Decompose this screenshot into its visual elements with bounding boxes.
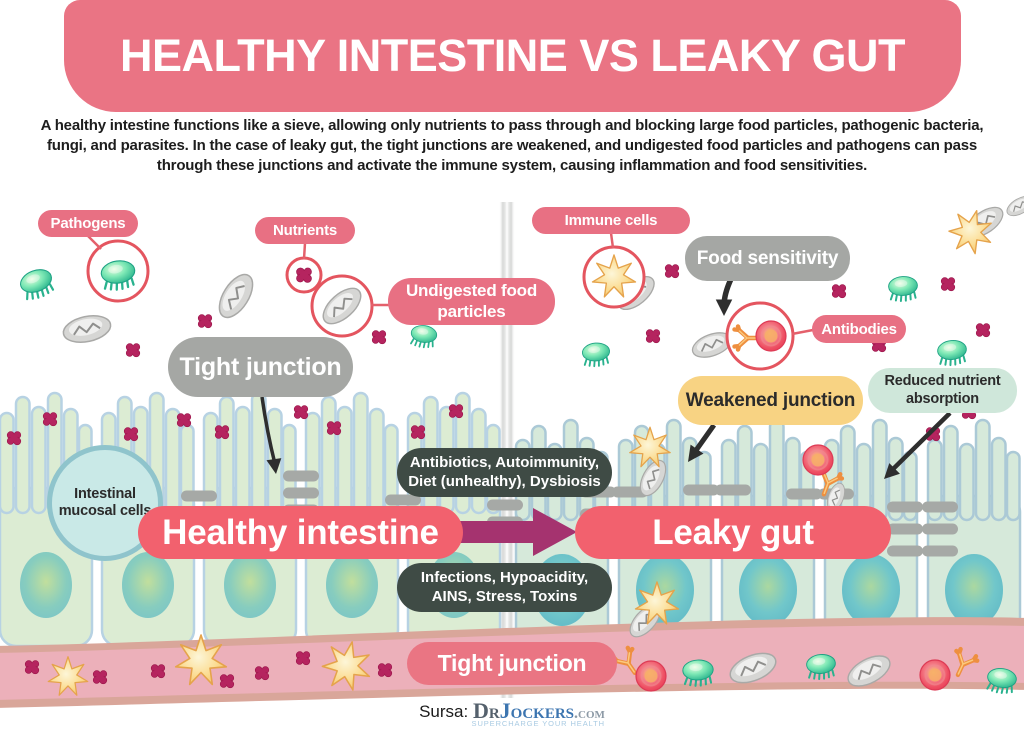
nutrient-icon xyxy=(295,651,311,666)
nutrient-icon xyxy=(219,674,235,689)
nutrient-icon xyxy=(6,431,22,446)
leaky-gut-banner: Leaky gut xyxy=(575,506,891,559)
label-weakened-junction: Weakened junction xyxy=(678,376,863,425)
label-tight-junction-top: Tight junction xyxy=(168,337,353,397)
nutrient-icon xyxy=(975,323,991,338)
label-pathogens: Pathogens xyxy=(38,210,138,237)
red-blood-cell-icon xyxy=(802,444,834,476)
nutrient-icon xyxy=(123,427,139,442)
nutrient-icon xyxy=(176,413,192,428)
label-reduced-nutrient-absorption: Reduced nutrient absorption xyxy=(868,368,1017,413)
red-blood-cell-icon xyxy=(755,320,787,352)
brand-logo: DrJockers.com SUPERCHARGE YOUR HEALTH xyxy=(472,698,605,728)
label-immune-cells: Immune cells xyxy=(532,207,690,234)
bacterium-icon xyxy=(16,264,58,304)
nutrient-icon xyxy=(664,264,680,279)
label-nutrients: Nutrients xyxy=(255,217,355,244)
nutrient-icon xyxy=(371,330,387,345)
brand-jockers: Jockers xyxy=(499,698,575,723)
intro-text: A healthy intestine functions like a sie… xyxy=(40,117,984,174)
nutrient-icon xyxy=(410,425,426,440)
brand-tagline: SUPERCHARGE YOUR HEALTH xyxy=(471,719,605,728)
label-undigested-food-particles: Undigested food particles xyxy=(388,278,555,325)
nutrient-icon xyxy=(24,660,40,675)
nutrient-icon xyxy=(42,412,58,427)
causes-box-top: Antibiotics, Autoimmunity, Diet (unhealt… xyxy=(397,448,612,497)
bacterium-icon xyxy=(935,338,969,368)
brand-tld: .com xyxy=(574,705,605,722)
food-particle-icon xyxy=(59,310,115,348)
nutrient-icon xyxy=(645,329,661,344)
nutrient-icon xyxy=(293,405,309,420)
nutrient-icon xyxy=(254,666,270,681)
bacterium-icon xyxy=(580,340,612,369)
red-blood-cell-icon xyxy=(635,660,667,692)
nutrient-icon xyxy=(940,277,956,292)
causes-box-bottom: Infections, Hypoacidity, AINS, Stress, T… xyxy=(397,563,612,612)
transition-arrow xyxy=(455,508,577,556)
label-antibodies: Antibodies xyxy=(812,315,906,343)
nutrient-icon xyxy=(214,425,230,440)
label-tight-junction-bottom: Tight junction xyxy=(407,642,617,685)
nutrient-icon xyxy=(326,421,342,436)
food-particle-icon xyxy=(211,268,261,324)
brand-dr: Dr xyxy=(472,698,500,723)
label-food-sensitivity: Food sensitivity xyxy=(685,236,850,281)
nutrient-icon xyxy=(296,267,312,283)
nutrient-icon xyxy=(831,284,847,299)
nutrient-icon xyxy=(197,314,213,329)
page-title: HEALTHY INTESTINE VS LEAKY GUT xyxy=(119,30,906,81)
source-line: Sursa: DrJockers.com SUPERCHARGE YOUR HE… xyxy=(0,698,1024,728)
bacterium-icon xyxy=(408,323,439,350)
nutrient-icon xyxy=(377,663,393,678)
red-blood-cell-icon xyxy=(919,659,951,691)
highlight-circles xyxy=(86,239,795,371)
pointer-arrows xyxy=(260,277,952,485)
nutrient-icon xyxy=(92,670,108,685)
title-banner: HEALTHY INTESTINE VS LEAKY GUT xyxy=(64,0,961,112)
bacterium-icon xyxy=(886,274,920,303)
nutrient-icon xyxy=(150,664,166,679)
broken-junction-icon xyxy=(887,501,958,557)
label-connectors xyxy=(87,232,814,336)
nutrient-icon xyxy=(448,404,464,419)
source-label: Sursa: xyxy=(419,702,469,721)
food-particle-icon xyxy=(1003,191,1024,221)
healthy-intestine-banner: Healthy intestine xyxy=(138,506,463,559)
nutrient-icon xyxy=(125,343,141,358)
